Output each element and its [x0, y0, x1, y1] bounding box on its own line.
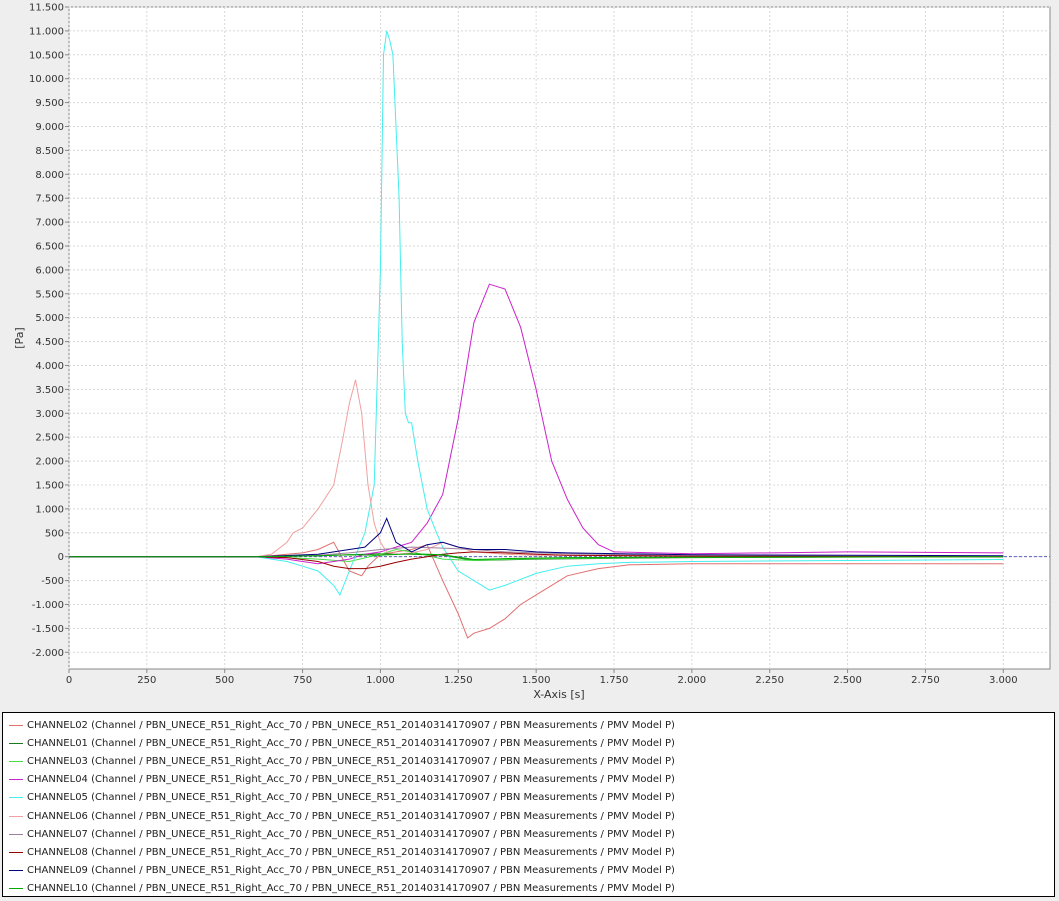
- legend-label: CHANNEL06 (Channel / PBN_UNECE_R51_Right…: [27, 810, 675, 822]
- x-tick-label: 1.250: [444, 675, 473, 686]
- x-tick-label: 2.000: [678, 675, 707, 686]
- x-axis-label: X-Axis [s]: [533, 688, 584, 701]
- y-tick-label: 9.500: [35, 98, 64, 109]
- x-tick-labels: 0 250 500 750 1.000 1.250 1.500 1.750 2.000 2.250…: [66, 669, 1018, 686]
- x-tick-label: 1.000: [366, 675, 395, 686]
- x-tick-label: 1.750: [600, 675, 629, 686]
- y-tick-label: 11.000: [29, 26, 64, 37]
- legend-swatch: [9, 870, 23, 872]
- y-tick-label: 1.000: [35, 504, 64, 515]
- y-tick-label: 6.500: [35, 241, 64, 252]
- y-tick-label: 10.500: [29, 50, 64, 61]
- y-tick-label: 9.000: [35, 122, 64, 133]
- legend-label: CHANNEL07 (Channel / PBN_UNECE_R51_Right…: [27, 828, 675, 840]
- legend-item: CHANNEL04 (Channel / PBN_UNECE_R51_Right…: [3, 771, 1054, 789]
- legend-swatch: [9, 779, 23, 781]
- legend-item: CHANNEL01 (Channel / PBN_UNECE_R51_Right…: [3, 734, 1054, 752]
- series-group: [69, 30, 1004, 639]
- y-tick-label: 1.500: [35, 480, 64, 491]
- legend-label: CHANNEL08 (Channel / PBN_UNECE_R51_Right…: [27, 846, 675, 858]
- y-axis-label: [Pa]: [13, 327, 26, 348]
- legend-swatch: [9, 888, 23, 890]
- legend: CHANNEL02 (Channel / PBN_UNECE_R51_Right…: [2, 712, 1055, 897]
- x-tick-label: 3.000: [989, 675, 1018, 686]
- x-tick-label: 0: [66, 675, 72, 686]
- series-line-9: [69, 517, 1004, 558]
- y-tick-label: 7.500: [35, 194, 64, 205]
- y-tick-label: 0: [58, 552, 64, 563]
- legend-item: CHANNEL08 (Channel / PBN_UNECE_R51_Right…: [3, 843, 1054, 861]
- legend-swatch: [9, 742, 23, 744]
- y-tick-labels: -2.000 -1.500 -1.000 -500 0 500 1.000 1.500 2.00…: [29, 3, 69, 659]
- x-tick-label: 2.250: [755, 675, 784, 686]
- legend-label: CHANNEL01 (Channel / PBN_UNECE_R51_Right…: [27, 737, 675, 749]
- grid: [68, 6, 1050, 669]
- legend-swatch: [9, 815, 23, 817]
- series-line-5: [69, 30, 1004, 596]
- legend-label: CHANNEL09 (Channel / PBN_UNECE_R51_Right…: [27, 865, 675, 877]
- x-tick-label: 1.500: [522, 675, 551, 686]
- legend-item: CHANNEL07 (Channel / PBN_UNECE_R51_Right…: [3, 825, 1054, 843]
- y-tick-label: 2.500: [35, 433, 64, 444]
- legend-item: CHANNEL02 (Channel / PBN_UNECE_R51_Right…: [3, 716, 1054, 734]
- y-tick-label: -1.000: [32, 600, 64, 611]
- y-tick-label: 4.500: [35, 337, 64, 348]
- legend-swatch: [9, 797, 23, 799]
- legend-label: CHANNEL05 (Channel / PBN_UNECE_R51_Right…: [27, 792, 675, 804]
- legend-swatch: [9, 851, 23, 853]
- series-line-8: [69, 551, 1004, 570]
- y-tick-label: -500: [41, 576, 64, 587]
- x-tick-label: 2.750: [911, 675, 940, 686]
- y-tick-label: 500: [45, 528, 64, 539]
- y-tick-label: 7.000: [35, 218, 64, 229]
- line-chart: 0 250 500 750 1.000 1.250 1.500 1.750 2.000 2.250…: [13, 3, 1051, 701]
- legend-swatch: [9, 760, 23, 762]
- plot-background: [68, 6, 1051, 670]
- y-tick-label: 2.000: [35, 457, 64, 468]
- y-tick-label: 8.500: [35, 146, 64, 157]
- legend-item: CHANNEL03 (Channel / PBN_UNECE_R51_Right…: [3, 752, 1054, 770]
- y-tick-label: 10.000: [29, 74, 64, 85]
- series-line-10: [69, 553, 1004, 561]
- legend-label: CHANNEL03 (Channel / PBN_UNECE_R51_Right…: [27, 755, 675, 767]
- legend-item: CHANNEL09 (Channel / PBN_UNECE_R51_Right…: [3, 862, 1054, 880]
- x-tick-label: 500: [215, 675, 234, 686]
- y-tick-label: 5.000: [35, 313, 64, 324]
- y-tick-label: 5.500: [35, 289, 64, 300]
- series-line-4: [69, 283, 1004, 565]
- legend-swatch: [9, 833, 23, 835]
- y-tick-label: 8.000: [35, 170, 64, 181]
- legend-item: CHANNEL05 (Channel / PBN_UNECE_R51_Right…: [3, 789, 1054, 807]
- y-tick-label: 3.000: [35, 409, 64, 420]
- y-tick-label: 11.500: [29, 3, 64, 14]
- x-tick-label: 750: [293, 675, 312, 686]
- legend-item: CHANNEL10 (Channel / PBN_UNECE_R51_Right…: [3, 880, 1054, 898]
- legend-label: CHANNEL04 (Channel / PBN_UNECE_R51_Right…: [27, 774, 675, 786]
- y-tick-label: 3.500: [35, 385, 64, 396]
- x-tick-label: 2.500: [833, 675, 862, 686]
- x-tick-label: 250: [137, 675, 156, 686]
- legend-label: CHANNEL02 (Channel / PBN_UNECE_R51_Right…: [27, 719, 675, 731]
- y-tick-label: 4.000: [35, 361, 64, 372]
- y-tick-label: -2.000: [32, 648, 64, 659]
- legend-swatch: [9, 724, 23, 726]
- y-tick-label: -1.500: [32, 624, 64, 635]
- y-tick-label: 6.000: [35, 265, 64, 276]
- legend-label: CHANNEL10 (Channel / PBN_UNECE_R51_Right…: [27, 883, 675, 895]
- legend-item: CHANNEL06 (Channel / PBN_UNECE_R51_Right…: [3, 807, 1054, 825]
